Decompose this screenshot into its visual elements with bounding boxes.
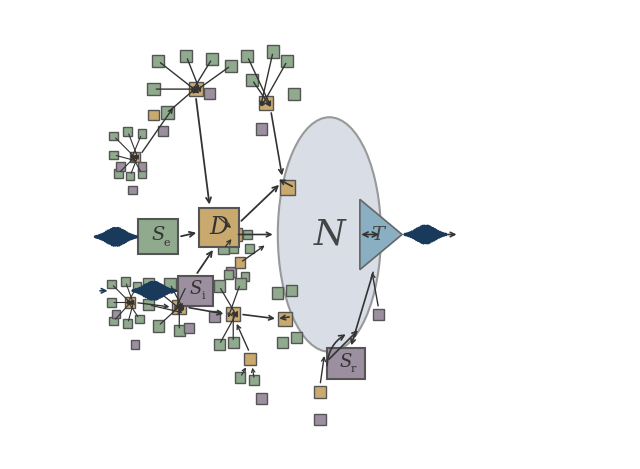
FancyBboxPatch shape <box>241 50 253 62</box>
Ellipse shape <box>278 117 381 352</box>
FancyBboxPatch shape <box>244 353 256 365</box>
FancyBboxPatch shape <box>286 285 298 296</box>
FancyBboxPatch shape <box>224 230 233 239</box>
FancyBboxPatch shape <box>178 276 213 306</box>
FancyBboxPatch shape <box>214 339 225 350</box>
FancyBboxPatch shape <box>291 332 302 343</box>
FancyBboxPatch shape <box>138 129 146 138</box>
FancyBboxPatch shape <box>126 172 134 180</box>
FancyBboxPatch shape <box>206 53 218 65</box>
FancyBboxPatch shape <box>138 219 178 254</box>
FancyBboxPatch shape <box>143 278 154 289</box>
FancyBboxPatch shape <box>281 55 293 67</box>
FancyBboxPatch shape <box>228 337 239 348</box>
FancyBboxPatch shape <box>314 386 326 398</box>
FancyBboxPatch shape <box>199 208 239 248</box>
FancyBboxPatch shape <box>214 280 225 292</box>
FancyBboxPatch shape <box>280 180 294 195</box>
FancyBboxPatch shape <box>157 126 168 136</box>
FancyBboxPatch shape <box>256 393 266 404</box>
FancyBboxPatch shape <box>180 280 192 292</box>
FancyBboxPatch shape <box>235 372 245 383</box>
Text: D: D <box>210 216 228 239</box>
Text: e: e <box>163 238 170 249</box>
FancyBboxPatch shape <box>288 88 300 100</box>
FancyBboxPatch shape <box>173 325 185 336</box>
FancyBboxPatch shape <box>241 272 250 281</box>
FancyBboxPatch shape <box>109 317 118 325</box>
FancyBboxPatch shape <box>152 320 164 332</box>
FancyBboxPatch shape <box>129 152 140 162</box>
FancyBboxPatch shape <box>128 186 136 194</box>
FancyBboxPatch shape <box>225 60 237 72</box>
FancyBboxPatch shape <box>327 348 365 379</box>
FancyBboxPatch shape <box>277 337 288 348</box>
FancyBboxPatch shape <box>135 315 143 323</box>
FancyBboxPatch shape <box>114 169 122 178</box>
Text: S: S <box>340 353 352 371</box>
FancyBboxPatch shape <box>218 243 230 254</box>
FancyBboxPatch shape <box>164 278 175 289</box>
FancyBboxPatch shape <box>189 82 203 96</box>
FancyBboxPatch shape <box>180 50 193 62</box>
FancyBboxPatch shape <box>278 312 292 326</box>
FancyBboxPatch shape <box>148 110 159 120</box>
FancyBboxPatch shape <box>373 309 384 320</box>
FancyBboxPatch shape <box>249 375 259 385</box>
FancyBboxPatch shape <box>138 169 146 178</box>
FancyBboxPatch shape <box>109 132 118 140</box>
FancyBboxPatch shape <box>228 244 237 253</box>
FancyBboxPatch shape <box>245 244 254 253</box>
FancyBboxPatch shape <box>107 280 115 288</box>
FancyBboxPatch shape <box>116 162 125 171</box>
FancyBboxPatch shape <box>243 230 252 239</box>
FancyBboxPatch shape <box>235 278 246 289</box>
FancyBboxPatch shape <box>256 123 267 135</box>
FancyBboxPatch shape <box>143 299 154 310</box>
FancyBboxPatch shape <box>224 270 233 279</box>
FancyBboxPatch shape <box>121 277 129 286</box>
Text: S: S <box>152 226 165 244</box>
Text: i: i <box>202 291 205 302</box>
FancyBboxPatch shape <box>133 282 141 290</box>
FancyBboxPatch shape <box>204 88 216 99</box>
Polygon shape <box>360 199 402 270</box>
Text: S: S <box>189 280 202 298</box>
FancyBboxPatch shape <box>124 319 132 328</box>
Text: N: N <box>314 218 345 251</box>
FancyBboxPatch shape <box>272 287 284 299</box>
Text: T: T <box>371 226 384 243</box>
FancyBboxPatch shape <box>209 311 220 322</box>
FancyBboxPatch shape <box>226 307 240 321</box>
Text: r: r <box>351 364 356 374</box>
FancyBboxPatch shape <box>198 295 208 305</box>
FancyBboxPatch shape <box>124 127 132 136</box>
FancyBboxPatch shape <box>161 106 173 119</box>
FancyBboxPatch shape <box>246 74 258 86</box>
FancyBboxPatch shape <box>109 151 118 159</box>
FancyBboxPatch shape <box>112 310 120 318</box>
FancyBboxPatch shape <box>125 297 135 308</box>
FancyBboxPatch shape <box>131 340 139 349</box>
FancyBboxPatch shape <box>184 323 194 333</box>
FancyBboxPatch shape <box>314 414 326 425</box>
FancyBboxPatch shape <box>138 162 146 171</box>
FancyBboxPatch shape <box>230 228 242 241</box>
FancyBboxPatch shape <box>235 257 245 268</box>
FancyBboxPatch shape <box>107 298 115 307</box>
FancyBboxPatch shape <box>259 96 273 110</box>
FancyBboxPatch shape <box>172 300 186 314</box>
FancyBboxPatch shape <box>152 55 164 67</box>
FancyBboxPatch shape <box>267 45 279 58</box>
FancyBboxPatch shape <box>226 267 236 277</box>
FancyBboxPatch shape <box>211 210 223 221</box>
FancyBboxPatch shape <box>147 83 159 95</box>
